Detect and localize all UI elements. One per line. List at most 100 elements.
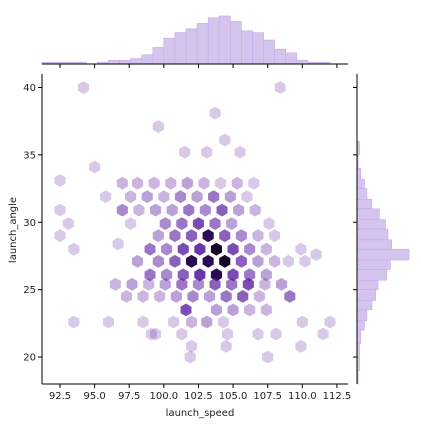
y-marginal-bar <box>356 320 365 331</box>
y-marginal-bar <box>356 329 362 344</box>
hexbin-cell <box>270 327 282 341</box>
y-tick-label: 20 <box>23 353 36 364</box>
hexbin-cell <box>262 350 274 364</box>
y-marginal-bar <box>356 269 388 281</box>
hexbin-cell <box>201 145 213 159</box>
hexbin-cell <box>252 229 264 243</box>
x-marginal-bar <box>163 37 176 65</box>
x-marginal-histogram <box>41 15 348 68</box>
hexbin-cell <box>159 217 171 230</box>
hexbin-cell <box>152 229 164 243</box>
hexbin-cell <box>215 176 227 190</box>
hexbin-cell <box>248 176 260 190</box>
hexbin-cell <box>126 277 138 291</box>
y-tick-label: 30 <box>23 218 36 229</box>
x-marginal-bar <box>108 59 120 65</box>
hexbin-cell <box>192 277 204 291</box>
hexbin-cell <box>242 277 254 291</box>
hexbin-cell <box>217 315 229 329</box>
hexbin-cell <box>299 254 311 268</box>
y-marginal-bar <box>356 309 368 321</box>
hexbin-cell <box>244 268 256 282</box>
hexbin-cell <box>54 174 66 187</box>
x-tick-label: 112.5 <box>323 391 352 402</box>
x-marginal-bar <box>207 17 220 65</box>
hexbin-cell <box>191 190 203 204</box>
hexbin-cell <box>150 203 162 217</box>
hexbin-cell <box>100 190 112 204</box>
hexbin-cell <box>184 350 196 364</box>
x-marginal-bar <box>185 28 198 65</box>
y-marginal-bar <box>356 289 376 301</box>
y-tick-label: 25 <box>23 285 36 296</box>
hexbin-cell <box>181 176 193 190</box>
hexbin-cell <box>324 315 336 329</box>
y-marginal-bar <box>356 219 386 230</box>
hexbin-cell <box>176 327 188 341</box>
hexbin-cell <box>186 315 198 329</box>
hexbin-cell <box>169 229 181 243</box>
y-marginal-histogram <box>353 74 410 385</box>
hexbin-cell <box>141 190 153 204</box>
x-axis-ticks: 92.5 95.0 97.5 100.0 102.5 105.0 107.5 110.0 112… <box>49 384 351 402</box>
x-marginal-bar <box>218 15 231 65</box>
hexbin-cell <box>224 190 236 204</box>
hexbin-cell <box>252 327 264 341</box>
hexbin-cell <box>219 254 231 268</box>
x-tick-label: 105.0 <box>219 391 248 402</box>
hexbin-cell <box>231 176 243 190</box>
hexbin-cell <box>244 303 256 317</box>
hexbin-cell <box>133 203 145 217</box>
x-axis-label: launch_speed <box>166 408 235 419</box>
hexbin-cell <box>296 315 308 329</box>
y-marginal-bar <box>356 300 373 311</box>
hexbin-cell <box>132 176 144 190</box>
x-tick-label: 97.5 <box>118 391 140 402</box>
hexbin-cell <box>269 229 281 243</box>
y-marginal-bar <box>356 279 379 290</box>
x-marginal-bar <box>119 59 131 65</box>
hexbin-cell <box>269 254 281 268</box>
x-tick-label: 92.5 <box>49 391 71 402</box>
x-tick-label: 102.5 <box>184 391 213 402</box>
hexbin-cell <box>62 217 74 230</box>
hexbin-cell <box>176 277 188 291</box>
hexbin-cell <box>116 176 128 190</box>
hexbin-cell <box>227 242 239 256</box>
hexbin-cell <box>276 277 288 291</box>
y-marginal-bar <box>356 228 389 241</box>
hexbin-cell <box>165 176 177 190</box>
y-marginal-bar <box>356 199 373 210</box>
y-tick-label: 35 <box>23 150 36 161</box>
hexbin-cell <box>235 254 247 268</box>
y-axis-label: launch_angle <box>8 197 19 263</box>
hexbin-cell <box>192 217 204 230</box>
hexbin-cell <box>227 303 239 317</box>
hexbin-cell <box>310 248 322 261</box>
hexbin-cell <box>170 290 182 303</box>
hexbin-cell <box>233 203 245 217</box>
hexbin-cell <box>112 237 124 251</box>
x-marginal-bar <box>252 32 264 65</box>
hexbin-cell <box>202 254 214 268</box>
joint-axes <box>41 74 348 385</box>
hexbin-cell <box>186 254 198 268</box>
hexbin-cell <box>209 106 221 120</box>
hexbin-cell <box>183 203 195 217</box>
hexbin-cell <box>148 176 160 190</box>
x-marginal-bar <box>274 48 287 65</box>
hexbin-cell <box>274 81 286 94</box>
hexbin-cell <box>177 242 189 256</box>
hexbin-cell <box>125 190 137 204</box>
hexbin-cell <box>154 290 166 303</box>
hexbin-cell <box>219 229 231 243</box>
hexbin-cell <box>209 217 221 230</box>
y-marginal-bar <box>356 248 410 261</box>
hexbin-cell <box>161 242 173 256</box>
hexbin-cell <box>210 268 222 282</box>
hexbin-cell <box>158 190 170 204</box>
hexbin-cell <box>174 190 186 204</box>
hexbin-cell <box>68 315 80 329</box>
hexbin-cell <box>102 315 114 329</box>
